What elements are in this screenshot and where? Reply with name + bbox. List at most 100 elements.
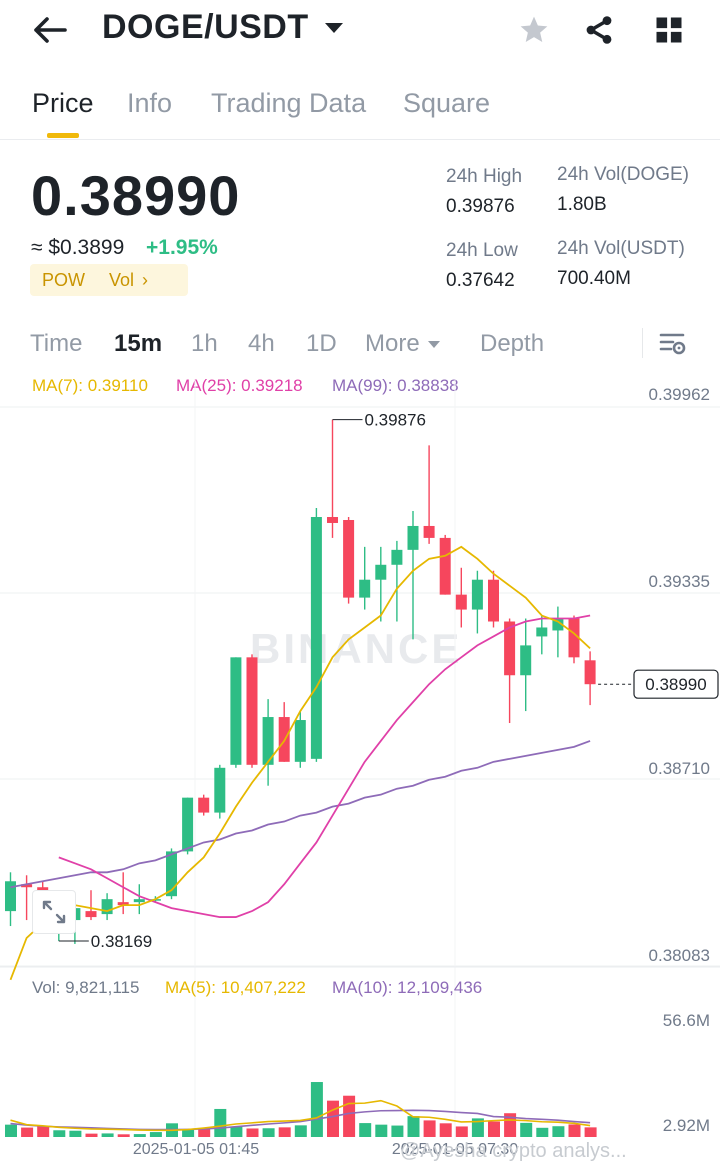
ma99-legend: MA(99): 0.38838	[332, 376, 459, 395]
stat-24h-vol-doge-value: 1.80B	[557, 194, 607, 215]
candle-body	[455, 594, 467, 610]
candle	[310, 508, 322, 762]
depth-tab[interactable]: Depth	[480, 330, 545, 357]
candle-body	[5, 881, 16, 912]
volume-bar	[294, 1125, 307, 1137]
low-annotation-label: 0.38169	[91, 932, 152, 951]
pair-title: DOGE/USDT	[102, 8, 309, 46]
timeframe-time[interactable]: Time	[30, 330, 83, 357]
volume-bar	[53, 1130, 66, 1137]
volume-bar	[85, 1133, 98, 1137]
tab-bar: Price Info Trading Data Square	[0, 78, 720, 140]
volume-bar	[246, 1128, 259, 1137]
candle-body	[471, 579, 483, 610]
tag-pow[interactable]: POW	[42, 269, 85, 290]
ma99-line	[10, 740, 591, 889]
chart-settings-icon[interactable]	[655, 324, 691, 364]
pair-selector[interactable]: DOGE/USDT	[102, 8, 343, 47]
candle	[488, 570, 499, 628]
timeframe-1h[interactable]: 1h	[191, 330, 218, 357]
candle-body	[520, 645, 532, 676]
candle-body	[488, 579, 499, 622]
candle-body	[359, 579, 371, 598]
stat-24h-high-label: 24h High	[446, 166, 523, 187]
candle	[439, 534, 451, 595]
back-arrow-icon[interactable]	[30, 10, 70, 50]
timeframe-4h[interactable]: 4h	[248, 330, 275, 357]
candle	[504, 618, 516, 724]
candle-body	[133, 899, 145, 903]
candle-body	[584, 660, 596, 685]
candle-body	[536, 627, 548, 637]
star-icon[interactable]	[514, 10, 554, 50]
ma7-line	[9, 545, 591, 981]
candle-body	[117, 902, 129, 906]
chevron-right-icon: ›	[142, 269, 149, 290]
candle	[246, 654, 258, 768]
volume-bar	[230, 1126, 243, 1137]
current-price-label: 0.38990	[645, 675, 706, 694]
candle-body	[568, 618, 580, 658]
volume-bar	[343, 1095, 356, 1137]
y-axis-tick-label: 0.38083	[649, 946, 710, 965]
volume-bar	[471, 1118, 484, 1137]
ma25-legend: MA(25): 0.39218	[176, 376, 303, 395]
volume-bar	[536, 1127, 549, 1137]
candle-body	[198, 797, 210, 813]
candle-body	[21, 884, 33, 888]
timeframe-15m[interactable]: 15m	[114, 330, 163, 357]
tag-chips[interactable]: POW Vol ›	[30, 264, 188, 296]
timeframe-more[interactable]: More	[365, 330, 440, 358]
volume-y-tick-label: 56.6M	[663, 1011, 710, 1030]
volume-bar	[488, 1121, 500, 1137]
volume-bar	[5, 1124, 17, 1137]
share-icon[interactable]	[579, 10, 619, 50]
current-price-box	[633, 669, 719, 699]
stat-24h-low-label: 24h Low	[446, 240, 518, 261]
volume-bar	[182, 1129, 195, 1137]
volume-ma5-legend: MA(5): 10,407,222	[165, 978, 306, 997]
candle-body	[552, 618, 564, 631]
stat-24h-vol-doge-label: 24h Vol(DOGE)	[557, 164, 689, 185]
candle	[182, 797, 194, 855]
candle	[262, 699, 274, 786]
volume-bar	[310, 1082, 323, 1137]
candle	[375, 546, 387, 622]
candle	[407, 511, 419, 640]
volume-bar	[117, 1134, 130, 1137]
candle	[359, 546, 371, 610]
candle-body	[262, 717, 274, 765]
tab-trading-data[interactable]: Trading Data	[211, 88, 367, 118]
grid-icon[interactable]	[649, 10, 689, 50]
tab-price[interactable]: Price	[32, 88, 94, 118]
stat-24h-vol-usdt-label: 24h Vol(USDT)	[557, 238, 685, 259]
tab-info[interactable]: Info	[127, 88, 173, 118]
volume-bar	[327, 1100, 339, 1137]
candlestick-chart[interactable]: 0.39962 0.39335 0.38710 0.38083 0.39876 0.381…	[0, 370, 720, 1170]
candle-body	[439, 537, 451, 595]
volume-bar	[520, 1122, 533, 1137]
volume-bar	[101, 1133, 114, 1137]
volume-bar	[375, 1124, 388, 1137]
timeframe-bar: Time 15m 1h 4h 1D More Depth	[0, 322, 720, 368]
expand-fullscreen-icon[interactable]	[32, 890, 76, 934]
volume-legend: Vol: 9,821,115	[32, 978, 140, 997]
volume-bar	[568, 1124, 581, 1137]
tag-vol[interactable]: Vol	[109, 269, 135, 290]
candle	[391, 540, 403, 622]
timeframe-1d[interactable]: 1D	[306, 330, 337, 357]
stat-24h-low-value: 0.37642	[446, 270, 515, 291]
ma7-legend: MA(7): 0.39110	[32, 376, 148, 395]
candle-body	[310, 517, 322, 759]
volume-ma5-line	[10, 1099, 591, 1132]
active-tab-indicator	[47, 133, 79, 138]
tab-square[interactable]: Square	[403, 88, 491, 118]
candle-body	[343, 519, 355, 598]
volume-bar	[69, 1130, 82, 1137]
candle-body	[504, 621, 516, 676]
y-axis-tick-label: 0.38710	[649, 759, 710, 778]
volume-bar	[133, 1134, 146, 1137]
stat-24h-vol-usdt-value: 700.40M	[557, 268, 631, 289]
candle	[343, 517, 355, 604]
candle	[423, 445, 435, 544]
